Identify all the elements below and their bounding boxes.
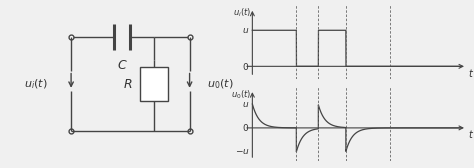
Text: $u_i(t)$: $u_i(t)$ (24, 77, 47, 91)
Text: $0$: $0$ (243, 122, 250, 133)
Text: $t$: $t$ (468, 128, 474, 140)
Text: $u_0(t)$: $u_0(t)$ (231, 89, 251, 101)
Text: $-u$: $-u$ (235, 147, 250, 156)
Text: $u_i(t)$: $u_i(t)$ (233, 7, 251, 19)
Text: $t$: $t$ (468, 67, 474, 79)
Text: $u$: $u$ (242, 26, 250, 35)
Text: $u_0(t)$: $u_0(t)$ (207, 77, 234, 91)
Bar (140, 67, 168, 101)
Text: R: R (124, 77, 133, 91)
Text: C: C (118, 59, 127, 72)
Text: $u$: $u$ (242, 100, 250, 109)
Text: $0$: $0$ (243, 61, 250, 72)
